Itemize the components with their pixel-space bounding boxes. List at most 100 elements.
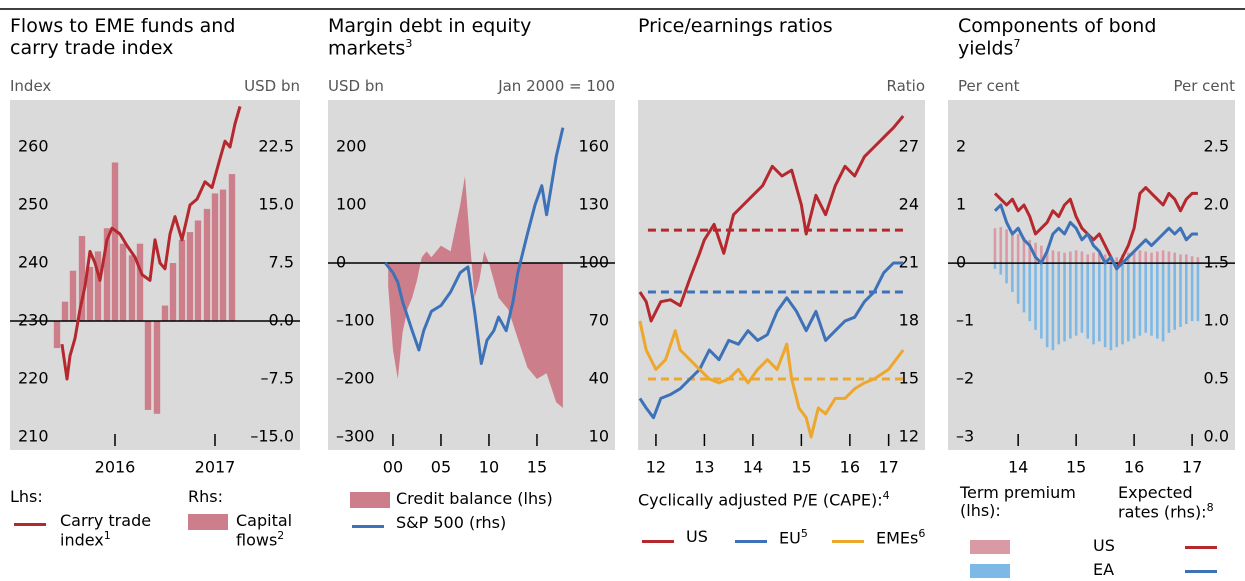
bar — [61, 301, 69, 322]
bar — [86, 266, 94, 322]
legend-swatch — [188, 514, 228, 530]
x-tick-label: 15 — [791, 458, 811, 477]
bar — [1167, 251, 1171, 264]
text: 4 — [882, 489, 890, 502]
legend-label: US — [686, 527, 708, 546]
y2-tick-label: 22.5 — [258, 137, 294, 156]
y-tick-label: 0 — [956, 253, 966, 272]
text: 1 — [103, 529, 111, 543]
y2-tick-label: 2.0 — [1204, 194, 1229, 213]
line — [993, 203, 1198, 271]
bar — [1051, 263, 1055, 351]
bar — [1173, 263, 1177, 330]
bar — [1138, 263, 1142, 336]
x-tick-label: 13 — [694, 458, 714, 477]
y-tick-label: 0 — [336, 252, 346, 271]
x-tick-label: 14 — [1008, 458, 1028, 477]
y2-tick-label: 100 — [578, 253, 609, 272]
axis-unit: Index — [10, 77, 52, 95]
legend-swatch — [970, 564, 1010, 578]
legend-header: Lhs: — [10, 487, 43, 506]
axis-unit: USD bn — [244, 77, 300, 95]
legend-swatch — [350, 492, 390, 508]
bar — [144, 321, 152, 410]
axis-unit: USD bn — [328, 77, 384, 95]
bar — [1115, 257, 1119, 264]
bar — [53, 321, 61, 349]
bar — [1005, 229, 1008, 264]
bar — [993, 263, 997, 269]
y-tick-label: 100 — [336, 194, 367, 213]
y2-tick-label: 7.5 — [269, 253, 294, 272]
bar — [1190, 263, 1194, 322]
y2-tick-label: 2.5 — [1204, 136, 1229, 155]
bar — [1086, 254, 1090, 264]
bar — [1069, 251, 1072, 264]
footnote-mark: 3 — [405, 36, 413, 50]
y-tick-label: –1 — [956, 311, 974, 330]
y2-tick-label: 0.5 — [1204, 369, 1229, 388]
y2-tick-label: 10 — [589, 427, 609, 446]
chart-title: Components of bond yields7 — [958, 15, 1190, 60]
y2-tick-label: 40 — [589, 369, 609, 388]
bar — [993, 228, 997, 264]
x-tick-label: 10 — [479, 458, 499, 477]
bar — [1098, 263, 1101, 342]
bar — [1144, 263, 1148, 333]
legend-swatch — [1185, 570, 1217, 573]
bar — [186, 232, 194, 322]
text: Margin debt in equity markets — [328, 15, 532, 60]
y2-tick-label: 160 — [578, 137, 609, 156]
bar — [94, 251, 102, 322]
y2-tick-label: 15 — [899, 369, 919, 388]
bar — [1179, 263, 1182, 327]
bar — [194, 220, 202, 322]
plot-area — [328, 100, 615, 450]
bar — [1040, 263, 1043, 339]
bar — [1074, 263, 1078, 336]
bar — [1034, 242, 1037, 264]
bar — [1092, 252, 1095, 264]
bar — [1179, 254, 1182, 264]
legend-header: Rhs: — [188, 487, 223, 506]
line — [60, 105, 242, 381]
bar — [1144, 251, 1148, 264]
text: Capital flows — [236, 511, 293, 550]
x-tick-label: 16 — [840, 458, 860, 477]
y2-tick-label: 1.0 — [1204, 310, 1229, 329]
y-tick-label: –100 — [336, 310, 375, 329]
bar — [1063, 263, 1066, 342]
bar — [1132, 263, 1136, 339]
legend-swatch — [735, 540, 767, 543]
legend-swatch — [832, 540, 864, 543]
x-tick-label: 15 — [1066, 458, 1086, 477]
bar — [178, 239, 186, 322]
y2-tick-label: 18 — [899, 311, 919, 330]
bar — [1109, 263, 1113, 351]
text: EMEs — [876, 528, 919, 548]
y-tick-label: 200 — [336, 136, 367, 155]
line — [638, 261, 904, 420]
line — [638, 320, 905, 439]
bar — [1086, 263, 1090, 339]
bar — [1022, 263, 1026, 313]
bar — [219, 189, 227, 322]
bar — [1074, 250, 1078, 264]
legend-swatch — [14, 523, 46, 526]
bar — [1121, 263, 1124, 345]
y-tick-label: –200 — [336, 369, 375, 388]
line — [384, 127, 565, 365]
bar — [1034, 263, 1037, 330]
text: 8 — [1206, 501, 1214, 515]
bar — [136, 243, 144, 322]
footnote-mark: 7 — [1013, 36, 1021, 50]
text: Flows to EME funds and carry trade index — [10, 15, 236, 59]
y-tick-label: 220 — [18, 369, 49, 388]
legend-label: S&P 500 (rhs) — [396, 513, 507, 532]
bar — [999, 263, 1003, 275]
x-tick-label: 16 — [1124, 458, 1144, 477]
y-tick-label: 240 — [18, 252, 49, 271]
legend-swatch — [352, 525, 384, 528]
bar — [1028, 263, 1032, 322]
